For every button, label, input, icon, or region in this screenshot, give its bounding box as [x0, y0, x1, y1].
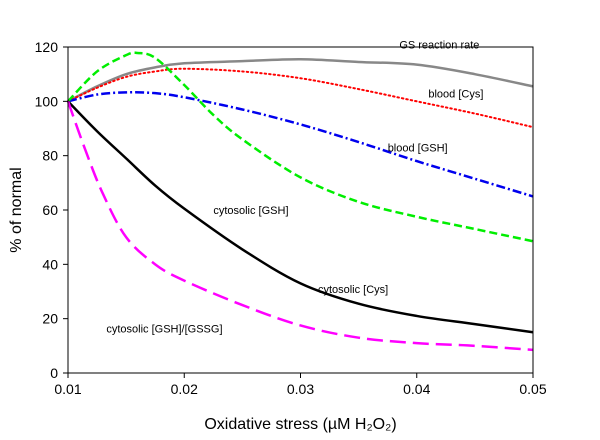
x-tick-label: 0.02 — [171, 381, 198, 397]
x-tick-label: 0.04 — [403, 381, 430, 397]
series-line-blood-gsh — [67, 91, 534, 198]
y-tick-label: 120 — [35, 39, 59, 55]
y-tick-label: 60 — [42, 202, 58, 218]
series-line-cytosolic-cys — [67, 100, 534, 334]
series-annotation: GS reaction rate — [399, 39, 479, 51]
series-annotation: cytosolic [Cys] — [318, 284, 388, 296]
y-tick-label: 20 — [42, 311, 58, 327]
axis-ticks: 0.01 0.02 0.03 0.04 0.05 0 20 40 60 80 100 120 — [35, 39, 547, 397]
y-tick-label: 80 — [42, 148, 58, 164]
x-tick-label: 0.01 — [54, 381, 81, 397]
y-axis-title: % of normal — [8, 167, 25, 252]
series-annotation: cytosolic [GSH]/[GSSG] — [106, 323, 222, 335]
x-tick-label: 0.05 — [519, 381, 546, 397]
x-tick-label: 0.03 — [287, 381, 314, 397]
series-lines — [66, 51, 534, 352]
series-annotation: blood [Cys] — [428, 88, 483, 100]
series-line-gs-reaction-rate — [67, 57, 534, 103]
y-tick-label: 40 — [42, 256, 58, 272]
y-tick-label: 0 — [50, 365, 58, 381]
x-axis-title: Oxidative stress (µM H₂O₂) — [204, 416, 396, 433]
series-line-cytosolic-gsh — [67, 51, 534, 243]
series-annotations: GS reaction rate blood [Cys] blood [GSH] cy… — [106, 39, 483, 335]
series-annotation: cytosolic [GSH] — [213, 205, 288, 217]
series-line-cytosolic-gsh-gssg — [66, 100, 534, 352]
series-annotation: blood [GSH] — [388, 143, 448, 155]
series-line-blood-cys — [67, 67, 534, 129]
y-tick-label: 100 — [35, 93, 59, 109]
